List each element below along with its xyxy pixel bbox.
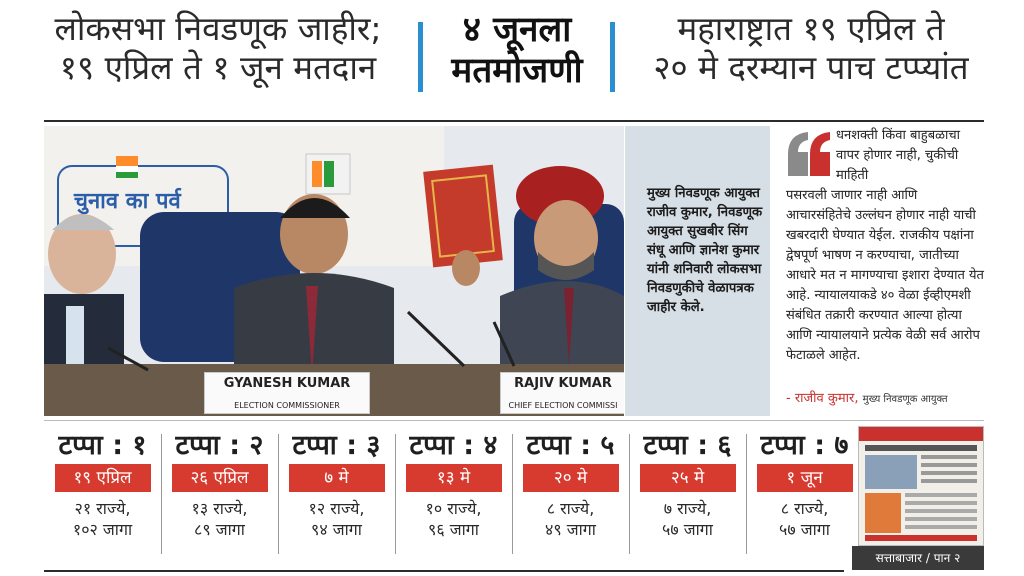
phase-schedule: टप्पा : १ १९ एप्रिल २१ राज्ये, १०२ जागा … [44,428,853,558]
press-conference-photo: चुनाव का पर्व GYANESH KUMAR ELECTION COM… [44,126,624,416]
top-rule [44,120,984,122]
headline-left: लोकसभा निवडणूक जाहीर; १९ एप्रिल ते १ जून… [28,9,408,88]
headline-right-line1: महाराष्ट्रात १९ एप्रिल ते [677,9,945,48]
phase-label: टप्पा : ५ [526,430,615,461]
phase-states: ८ राज्ये, [546,499,595,518]
phase-seats: ९६ जागा [428,520,479,539]
headline-center-line2: मतमोजणी [451,51,583,92]
newspaper-thumbnail-icon [859,427,983,541]
phase-states: १२ राज्ये, [308,499,365,518]
phase-card: टप्पा : १ १९ एप्रिल २१ राज्ये, १०२ जागा [44,428,161,558]
phase-seats: ५७ जागा [779,520,830,539]
phase-label: टप्पा : २ [175,430,264,461]
nameplate-left-name: GYANESH KUMAR [223,376,351,391]
phase-divider [746,434,747,554]
phase-date: २५ मे [639,464,736,492]
newspaper-page-thumbnail [858,426,984,546]
phase-card: टप्पा : ४ १३ मे १० राज्ये, ९६ जागा [395,428,512,558]
phase-card: टप्पा : ७ १ जून ८ राज्ये, ५७ जागा [746,428,863,558]
quote-text-first: धनशक्ती किंवा बाहुबळाचा वापर होणार नाही,… [836,128,960,183]
phase-states: ८ राज्ये, [780,499,829,518]
nameplate-left-title: ELECTION COMMISSIONER [234,401,340,410]
quote-text-rest: पसरवली जाणार नाही आणि आचारसंहितेचे उल्लं… [786,188,984,363]
headline-right-line2: २० मे दरम्यान पाच टप्प्यांत [653,47,969,87]
phase-divider [629,434,630,554]
phase-seats: ४९ जागा [545,520,596,539]
page-reference-label: सत्ताबाजार / पान २ [852,546,984,570]
headline-left-line2: १९ एप्रिल ते १ जून मतदान [59,47,377,87]
phase-label: टप्पा : ७ [760,430,849,461]
phase-divider [395,434,396,554]
nameplate-left: GYANESH KUMAR ELECTION COMMISSIONER [204,372,370,414]
quote-attribution: - राजीव कुमार, मुख्य निवडणूक आयुक्त [786,388,986,406]
bottom-rule [44,570,844,572]
phase-states: ७ राज्ये, [663,499,712,518]
mid-rule [44,420,984,421]
phase-seats: ८९ जागा [194,520,245,539]
headline-divider-right [610,22,615,92]
phase-seats: ५७ जागा [662,520,713,539]
quote-author: - राजीव कुमार, [786,391,859,406]
phase-states: २१ राज्ये, [74,499,131,518]
phase-divider [161,434,162,554]
nameplate-right: RAJIV KUMAR CHIEF ELECTION COMMISSI [500,372,624,414]
photo-caption: मुख्य निवडणूक आयुक्त राजीव कुमार, निवडणू… [647,186,763,315]
phase-date: १९ एप्रिल [54,464,151,492]
phase-date: १३ मे [405,464,502,492]
headline-divider-left [418,22,423,92]
headline-left-line1: लोकसभा निवडणूक जाहीर; [54,9,382,48]
photo-caption-box: मुख्य निवडणूक आयुक्त राजीव कुमार, निवडणू… [625,126,770,416]
quote-author-title: मुख्य निवडणूक आयुक्त [862,394,948,405]
phase-label: टप्पा : ३ [292,430,381,461]
phase-card: टप्पा : ५ २० मे ८ राज्ये, ४९ जागा [512,428,629,558]
headline-right: महाराष्ट्रात १९ एप्रिल ते २० मे दरम्यान … [630,9,992,88]
quote-mark-icon [788,132,830,176]
phase-date: २० मे [522,464,619,492]
quote-text: धनशक्ती किंवा बाहुबळाचा वापर होणार नाही,… [786,126,986,366]
quote-box: धनशक्ती किंवा बाहुबळाचा वापर होणार नाही,… [786,126,986,416]
phase-date: २६ एप्रिल [171,464,268,492]
backdrop-text: चुनाव का पर्व [73,187,182,215]
nameplate-right-title: CHIEF ELECTION COMMISSI [508,401,618,410]
phase-label: टप्पा : ४ [409,430,498,461]
phase-date: ७ मे [288,464,385,492]
phase-states: १३ राज्ये, [191,499,248,518]
phase-card: टप्पा : ६ २५ मे ७ राज्ये, ५७ जागा [629,428,746,558]
phase-label: टप्पा : ६ [643,430,732,461]
phase-card: टप्पा : २ २६ एप्रिल १३ राज्ये, ८९ जागा [161,428,278,558]
headline-center-line1: ४ जूनला [462,10,572,50]
phase-divider [278,434,279,554]
phase-seats: १०२ जागा [72,520,133,539]
phase-divider [512,434,513,554]
phase-card: टप्पा : ३ ७ मे १२ राज्ये, ९४ जागा [278,428,395,558]
phase-seats: ९४ जागा [311,520,362,539]
nameplate-right-name: RAJIV KUMAR [514,376,612,391]
phase-date: १ जून [756,464,853,492]
headline-center: ४ जूनला मतमोजणी [432,10,602,93]
phase-label: टप्पा : १ [58,430,147,461]
phase-states: १० राज्ये, [425,499,482,518]
